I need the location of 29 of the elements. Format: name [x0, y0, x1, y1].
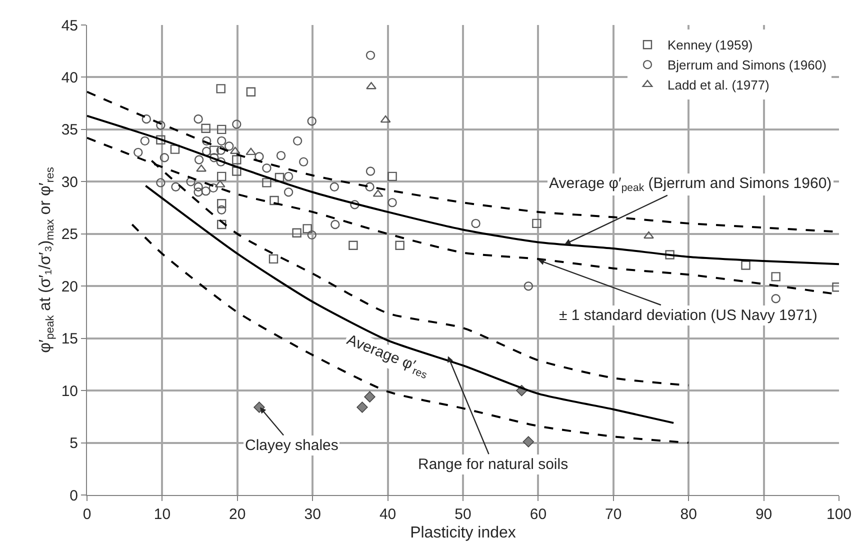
x-tick-label: 40 — [379, 506, 396, 523]
y-tick-label: 35 — [61, 122, 78, 139]
x-tick-label: 10 — [154, 506, 171, 523]
y-tick-label: 25 — [61, 226, 78, 244]
x-axis-title: Plasticity index — [410, 524, 516, 542]
annotation: ± 1 standard deviation (US Navy 1971) — [559, 307, 818, 324]
annotation: Clayey shales — [245, 437, 338, 454]
y-tick-label: 10 — [61, 382, 78, 400]
x-tick-label: 90 — [755, 506, 772, 523]
x-tick-label: 0 — [82, 506, 92, 523]
x-tick-label: 20 — [229, 506, 246, 523]
legend-label: Ladd et al. (1977) — [667, 78, 770, 93]
annotation: Average φ′$_{peak}$ (Bjerrum and Simons 1960) — [549, 175, 832, 194]
x-tick-label: 100 — [826, 506, 852, 523]
y-tick-label: 5 — [70, 435, 78, 452]
x-tick-label: 70 — [605, 506, 622, 523]
x-tick-label: 30 — [304, 506, 321, 523]
y-tick-label: 30 — [61, 174, 78, 191]
legend-label: Bjerrum and Simons (1960) — [667, 58, 826, 73]
y-tick-label: 40 — [61, 69, 78, 86]
y-tick-label: 20 — [61, 278, 78, 296]
y-tick-label: 15 — [61, 330, 78, 348]
y-tick-label: 0 — [70, 487, 78, 504]
y-tick-label: 45 — [61, 17, 78, 34]
x-tick-label: 50 — [454, 506, 472, 523]
legend-label: Kenney (1959) — [667, 38, 753, 53]
x-tick-label: 60 — [530, 506, 547, 523]
annotation: Range for natural soils — [418, 456, 568, 473]
x-tick-label: 80 — [680, 506, 697, 523]
